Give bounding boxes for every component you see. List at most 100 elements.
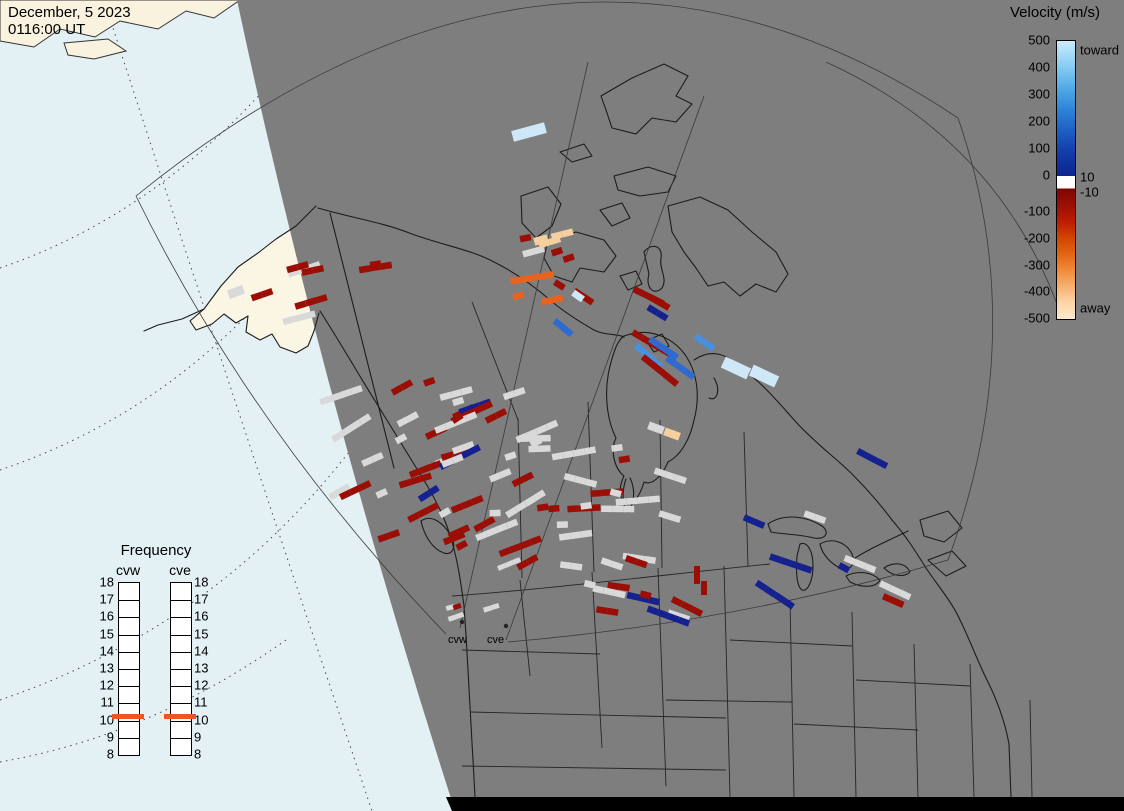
velocity-cell	[407, 512, 420, 523]
velocity-cell	[429, 460, 443, 471]
velocity-cell	[559, 561, 572, 570]
velocity-cell	[531, 272, 544, 282]
velocity-cell	[340, 425, 354, 437]
velocity-cell	[488, 472, 502, 483]
velocity-cell	[720, 356, 752, 380]
frequency-rung	[171, 617, 191, 619]
velocity-cell	[460, 499, 474, 510]
velocity-cell	[878, 580, 892, 591]
velocity-tick-label: away	[1080, 300, 1111, 316]
velocity-cell	[426, 484, 440, 497]
velocity-cell	[371, 451, 384, 463]
frequency-rung	[171, 720, 191, 722]
velocity-cell	[458, 405, 471, 416]
velocity-cell	[800, 563, 813, 574]
velocity-legend: Velocity (m/s) 500 400 300 200 100 0 10 -10 -100…	[1000, 4, 1124, 334]
timestamp-block: December, 5 2023 0116:00 UT	[8, 4, 131, 39]
velocity-tick-label: -300	[1023, 257, 1050, 272]
velocity-cell	[523, 495, 537, 507]
velocity-cell	[328, 488, 342, 500]
velocity-cell	[898, 589, 912, 601]
frequency-rung	[171, 634, 191, 636]
velocity-cell	[396, 416, 410, 428]
frequency-rung	[119, 669, 139, 670]
frequency-tick-label: 13	[99, 660, 114, 676]
velocity-cell	[312, 264, 325, 274]
velocity-cell	[748, 364, 780, 388]
velocity-cell	[424, 429, 438, 440]
velocity-cell	[497, 563, 507, 571]
velocity-cell	[529, 535, 543, 546]
velocity-cell	[504, 451, 517, 461]
velocity-cell	[558, 532, 571, 541]
velocity-cell	[495, 522, 509, 533]
frequency-tick-label: 16	[99, 608, 114, 624]
velocity-cell	[626, 591, 639, 601]
velocity-cell	[451, 453, 464, 464]
velocity-cell	[441, 457, 454, 468]
velocity-cell	[631, 329, 644, 341]
velocity-cell	[637, 496, 649, 504]
velocity-cell	[618, 455, 631, 464]
velocity-cell	[768, 553, 782, 564]
velocity-cell	[294, 300, 307, 310]
velocity-cell	[419, 464, 432, 475]
velocity-cell	[550, 246, 564, 257]
velocity-cell	[589, 504, 601, 512]
frequency-rung	[171, 651, 191, 653]
velocity-cell	[450, 412, 464, 424]
velocity-cell	[779, 556, 792, 567]
velocity-cell	[666, 374, 680, 387]
velocity-cell	[394, 433, 408, 445]
frequency-title: Frequency	[120, 542, 192, 559]
velocity-cell	[613, 589, 626, 599]
velocity-cell	[522, 248, 535, 258]
velocity-cell	[447, 614, 457, 622]
velocity-cell	[556, 521, 568, 529]
frequency-tick-label: 10	[99, 712, 114, 728]
coastlines	[143, 63, 1012, 798]
frequency-panel: Frequency cvw 18 17 16 15 14 13 12 11 10 9 8 cve 18 17…	[88, 542, 228, 782]
frequency-tick-label: 18	[99, 574, 114, 590]
velocity-cell	[482, 516, 496, 528]
velocity-cell	[260, 287, 274, 298]
velocity-cell	[451, 396, 465, 407]
velocity-cell	[512, 291, 525, 301]
velocity-cell	[475, 530, 488, 542]
velocity-cell	[655, 310, 669, 322]
frequency-tick-label: 18	[194, 574, 209, 590]
frequency-rung	[171, 686, 191, 688]
velocity-cell	[865, 453, 879, 464]
frequency-rung	[171, 737, 191, 739]
velocity-cell	[657, 367, 671, 380]
velocity-cell	[888, 585, 902, 596]
velocity-cell	[380, 261, 393, 270]
velocity-cell	[292, 313, 306, 323]
velocity-cell	[519, 539, 532, 550]
velocity-cell	[509, 276, 522, 285]
velocity-cell	[525, 554, 539, 566]
frequency-rung	[171, 703, 191, 705]
velocity-cell	[677, 616, 691, 627]
frequency-tick-label: 8	[194, 746, 202, 762]
velocity-cell	[644, 555, 657, 564]
velocity-cell	[642, 350, 655, 363]
velocity-cell	[813, 514, 827, 524]
velocity-cell	[561, 325, 574, 338]
velocity-cell	[561, 228, 574, 238]
frequency-tick-label: 15	[99, 626, 114, 642]
velocity-cell	[468, 444, 481, 456]
frequency-tick-label: 9	[106, 729, 114, 745]
frequency-scale-cve	[170, 582, 192, 756]
velocity-tick-label: 500	[1028, 32, 1050, 48]
velocity-cell	[519, 233, 532, 243]
velocity-cell	[580, 501, 592, 510]
velocity-cell	[417, 490, 431, 503]
frequency-tick-label: 10	[194, 712, 209, 728]
velocity-cell	[471, 494, 484, 506]
time-label: 0116:00 UT	[8, 21, 86, 39]
velocity-cell	[408, 468, 422, 479]
frequency-tick-label: 13	[194, 660, 209, 676]
frequency-tick-label: 15	[194, 626, 209, 642]
velocity-cell	[452, 602, 462, 611]
